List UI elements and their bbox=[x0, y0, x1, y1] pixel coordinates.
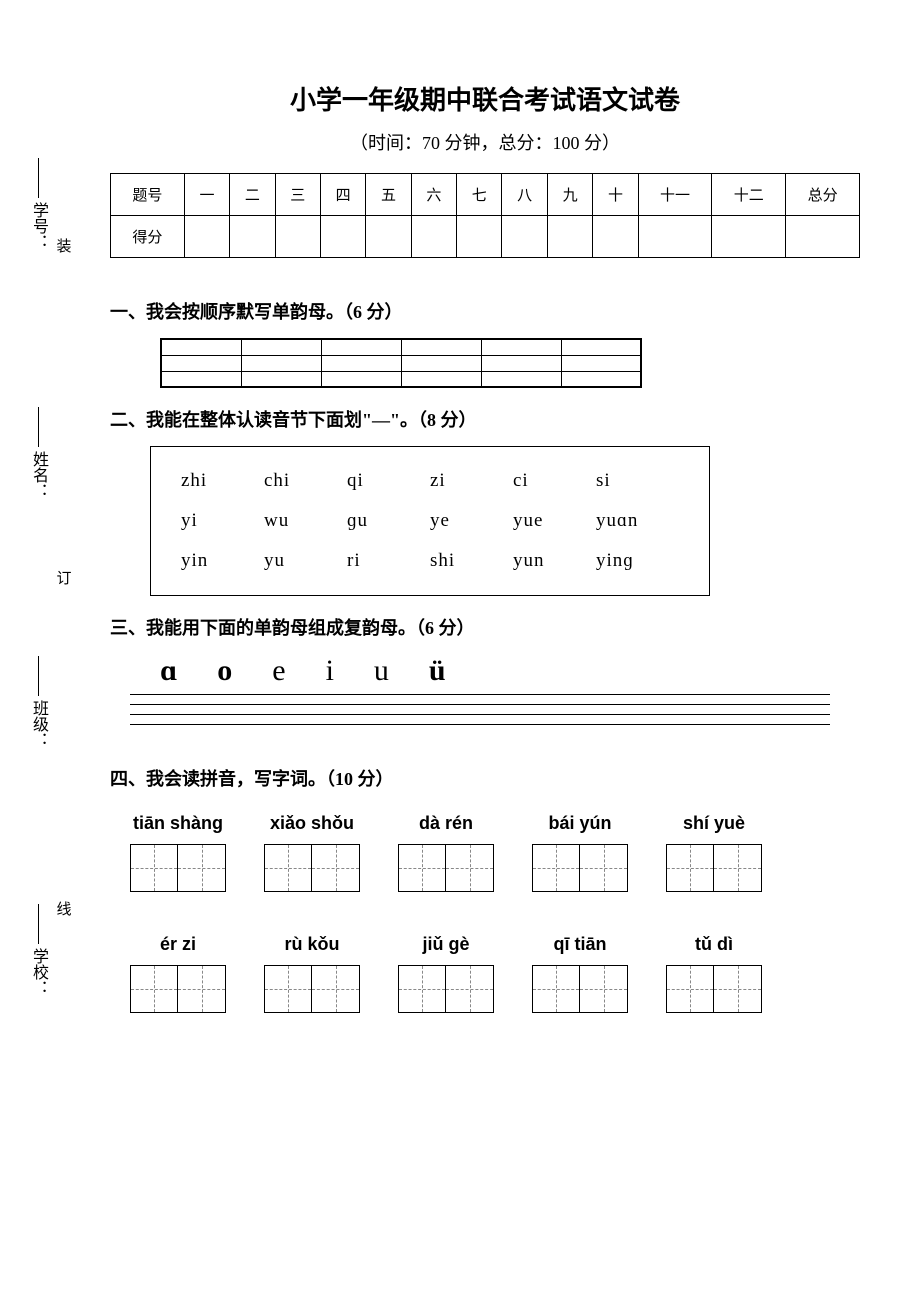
q4-item: rù kǒu bbox=[264, 934, 360, 1013]
char-box-pair bbox=[666, 965, 762, 1013]
char-box bbox=[130, 844, 178, 892]
exam-title: 小学一年级期中联合考试语文试卷 bbox=[110, 80, 860, 117]
char-box-pair bbox=[264, 844, 360, 892]
fold-char: 线 bbox=[53, 893, 74, 924]
school-label: 学校： bbox=[26, 904, 50, 996]
char-box-pair bbox=[264, 965, 360, 1013]
q4-item: dà rén bbox=[398, 813, 494, 892]
char-box bbox=[178, 844, 226, 892]
q4-item: bái yún bbox=[532, 813, 628, 892]
content-area: 小学一年级期中联合考试语文试卷 （时间：70 分钟，总分：100 分） 题号 一… bbox=[110, 80, 860, 1013]
char-box bbox=[398, 844, 446, 892]
pinyin-label: bái yún bbox=[548, 813, 611, 834]
class-label: 班级： bbox=[26, 656, 50, 748]
char-box bbox=[714, 844, 762, 892]
q4-item: ér zi bbox=[130, 934, 226, 1013]
char-box-pair bbox=[398, 844, 494, 892]
char-box bbox=[666, 965, 714, 1013]
q4-item: jiǔ ɡè bbox=[398, 934, 494, 1013]
section-2-heading: 二、我能在整体认读音节下面划"—"。（8 分） bbox=[110, 406, 860, 432]
row-label: 得分 bbox=[111, 216, 185, 258]
fold-char: 订 bbox=[53, 562, 74, 593]
section-1-heading: 一、我会按顺序默写单韵母。（6 分） bbox=[110, 298, 860, 324]
row-label: 题号 bbox=[111, 174, 185, 216]
q2-row: zhi chi qi zi ci si bbox=[181, 461, 679, 501]
q4-item: qī tiān bbox=[532, 934, 628, 1013]
char-box bbox=[446, 844, 494, 892]
q1-answer-grid bbox=[160, 338, 642, 388]
pinyin-label: dà rén bbox=[419, 813, 473, 834]
q4-item: tiān shànɡ bbox=[130, 813, 226, 892]
char-box bbox=[532, 965, 580, 1013]
q4-row: tiān shànɡ xiǎo shǒu dà rén bái yún shí yuè bbox=[130, 813, 860, 892]
char-box-pair bbox=[666, 844, 762, 892]
pinyin-label: tiān shànɡ bbox=[133, 813, 223, 834]
char-box-pair bbox=[130, 844, 226, 892]
char-box bbox=[312, 965, 360, 1013]
char-box-pair bbox=[532, 965, 628, 1013]
pinyin-label: tǔ dì bbox=[695, 934, 733, 955]
score-table: 题号 一 二 三 四 五 六 七 八 九 十 十一 十二 总分 得分 bbox=[110, 173, 860, 258]
q4-item: shí yuè bbox=[666, 813, 762, 892]
name-label: 姓名： bbox=[26, 407, 50, 499]
pinyin-label: rù kǒu bbox=[284, 934, 339, 955]
q2-row: yin yu ri shi yun yinɡ bbox=[181, 541, 679, 581]
char-box bbox=[398, 965, 446, 1013]
score-header-row: 题号 一 二 三 四 五 六 七 八 九 十 十一 十二 总分 bbox=[111, 174, 860, 216]
q4-container: tiān shànɡxiǎo shǒudà rénbái yúnshí yuè … bbox=[130, 813, 860, 1013]
q3-vowel-list: ɑ o e i u ü bbox=[160, 654, 860, 688]
section-4-heading: 四、我会读拼音，写字词。（10 分） bbox=[110, 765, 860, 791]
pinyin-label: xiǎo shǒu bbox=[270, 813, 354, 834]
q2-syllable-box: zhi chi qi zi ci si yi wu ɡu ye yue yuɑn… bbox=[150, 446, 710, 596]
exam-page: 学号： 姓名： 班级： 学校： 装 订 线 小学一年级期中联合考试语文试卷 （时… bbox=[0, 0, 920, 1115]
pinyin-label: ér zi bbox=[160, 934, 196, 955]
char-box-pair bbox=[398, 965, 494, 1013]
q4-row: ér zi rù kǒu jiǔ ɡè qī tiān tǔ dì bbox=[130, 934, 860, 1013]
q4-item: tǔ dì bbox=[666, 934, 762, 1013]
pinyin-label: qī tiān bbox=[554, 934, 607, 955]
char-box bbox=[532, 844, 580, 892]
char-box-pair bbox=[532, 844, 628, 892]
binding-fold-labels: 装 订 线 bbox=[54, 80, 72, 1075]
exam-subtitle: （时间：70 分钟，总分：100 分） bbox=[110, 129, 860, 155]
char-box bbox=[264, 844, 312, 892]
char-box bbox=[264, 965, 312, 1013]
char-box-pair bbox=[130, 965, 226, 1013]
pinyin-label: shí yuè bbox=[683, 813, 745, 834]
char-box bbox=[580, 844, 628, 892]
fold-char: 装 bbox=[53, 230, 74, 261]
q2-row: yi wu ɡu ye yue yuɑn bbox=[181, 501, 679, 541]
char-box bbox=[178, 965, 226, 1013]
pinyin-label: jiǔ ɡè bbox=[422, 934, 469, 955]
char-box bbox=[446, 965, 494, 1013]
student-id-label: 学号： bbox=[26, 158, 50, 250]
char-box bbox=[130, 965, 178, 1013]
char-box bbox=[580, 965, 628, 1013]
q3-writing-lines bbox=[130, 694, 830, 725]
char-box bbox=[666, 844, 714, 892]
section-3-heading: 三、我能用下面的单韵母组成复韵母。（6 分） bbox=[110, 614, 860, 640]
q4-item: xiǎo shǒu bbox=[264, 813, 360, 892]
char-box bbox=[714, 965, 762, 1013]
char-box bbox=[312, 844, 360, 892]
score-value-row: 得分 bbox=[111, 216, 860, 258]
